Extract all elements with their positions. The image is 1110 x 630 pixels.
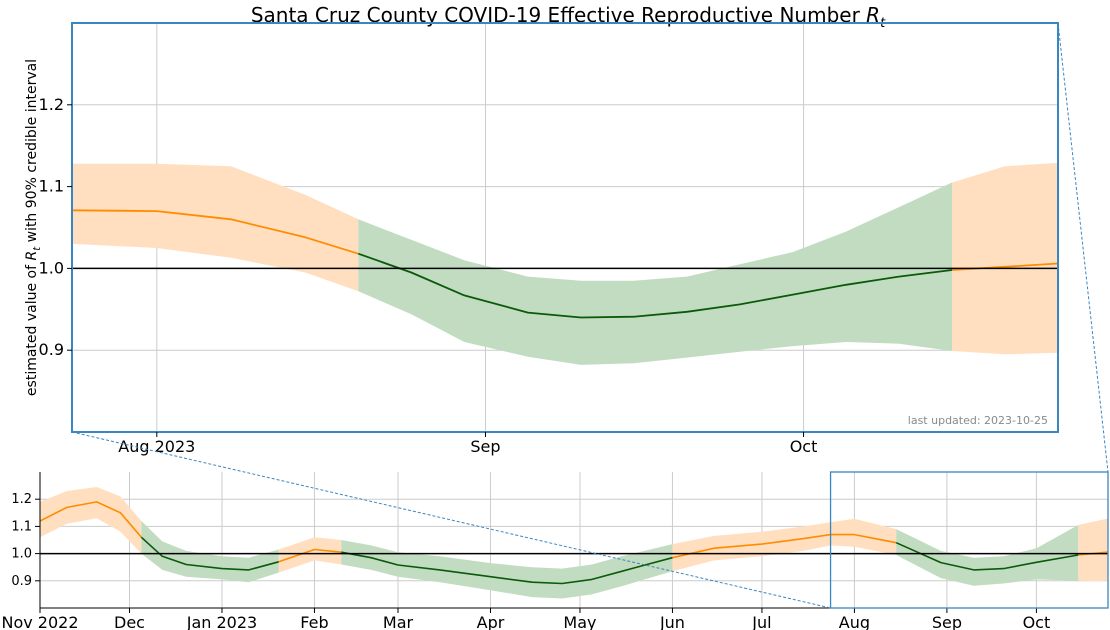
credible-band-above-1 — [1078, 518, 1108, 582]
x-tick-label: Aug 2023 — [118, 437, 195, 456]
y-tick-label: 1.2 — [11, 492, 32, 507]
x-tick-label: Sep — [470, 437, 500, 456]
y-tick-label: 1.2 — [39, 95, 64, 114]
x-tick-label: Jan 2023 — [186, 613, 257, 630]
credible-band-below-1 — [896, 525, 1079, 586]
last-updated-note: last updated: 2023-10-25 — [908, 414, 1048, 427]
zoomed-panel: 0.9 1.0 1.1 1.2 Aug 2023 Sep Oct last updated… — [24, 22, 1059, 456]
y-tick-label: 1.1 — [39, 177, 64, 196]
rt-line-above-1 — [40, 501, 143, 538]
credible-band-above-1 — [40, 487, 142, 554]
y-tick-label: 1.0 — [11, 547, 32, 562]
zoomed-panel-frame — [71, 22, 1059, 433]
chart-title: Santa Cruz County COVID-19 Effective Rep… — [251, 3, 886, 31]
x-tick-label: Sep — [932, 613, 962, 630]
credible-band-below-1 — [341, 540, 673, 599]
x-tick-label: Nov 2022 — [1, 613, 78, 630]
credible-band-above-1 — [952, 162, 1058, 355]
rt-line-below-1 — [357, 252, 953, 319]
zoomed-y-ticks: 0.9 1.0 1.1 1.2 — [39, 95, 72, 359]
y-tick-label: 1.0 — [39, 258, 64, 277]
y-axis-label: estimated value of Rt with 90% credible … — [24, 59, 43, 396]
zoomed-x-ticks: Aug 2023 Sep Oct — [118, 432, 817, 456]
x-tick-label: May — [563, 613, 596, 630]
credible-band-above-1 — [672, 518, 897, 572]
credible-band-below-1 — [141, 521, 279, 583]
x-tick-label: Oct — [790, 437, 818, 456]
x-tick-label: Jul — [751, 613, 771, 630]
rt-line-below-1 — [895, 541, 1079, 571]
zoom-window-indicator — [829, 471, 1109, 609]
rt-line-above-1 — [72, 209, 359, 255]
credible-band-below-1 — [358, 182, 952, 365]
y-tick-label: 0.9 — [11, 574, 32, 589]
x-tick-label: Jun — [659, 613, 685, 630]
zoomed-series — [72, 162, 1058, 365]
credible-band-above-1 — [278, 537, 342, 573]
overview-y-ticks: 0.9 1.0 1.1 1.2 — [11, 492, 40, 589]
x-tick-label: Oct — [1023, 613, 1051, 630]
x-tick-label: Dec — [114, 613, 145, 630]
zoom-connector-lines — [71, 22, 1109, 609]
overview-panel: 0.9 1.0 1.1 1.2 Nov 2022 Dec Jan 2023 Feb Mar Ap… — [1, 471, 1109, 630]
overview-series — [40, 487, 1108, 599]
x-tick-label: Aug — [839, 613, 870, 630]
rt-line-below-1 — [341, 551, 673, 585]
rt-line-above-1 — [278, 548, 342, 563]
rt-line-above-1 — [672, 533, 897, 559]
connector-right — [1057, 22, 1109, 473]
y-tick-label: 1.1 — [11, 519, 32, 534]
credible-band-above-1 — [72, 163, 359, 292]
x-tick-label: Apr — [477, 613, 505, 630]
overview-x-ticks: Nov 2022 Dec Jan 2023 Feb Mar Apr May Jun Jul Aug… — [1, 608, 1050, 630]
y-tick-label: 0.9 — [39, 340, 64, 359]
x-tick-label: Mar — [383, 613, 414, 630]
x-tick-label: Feb — [300, 613, 328, 630]
